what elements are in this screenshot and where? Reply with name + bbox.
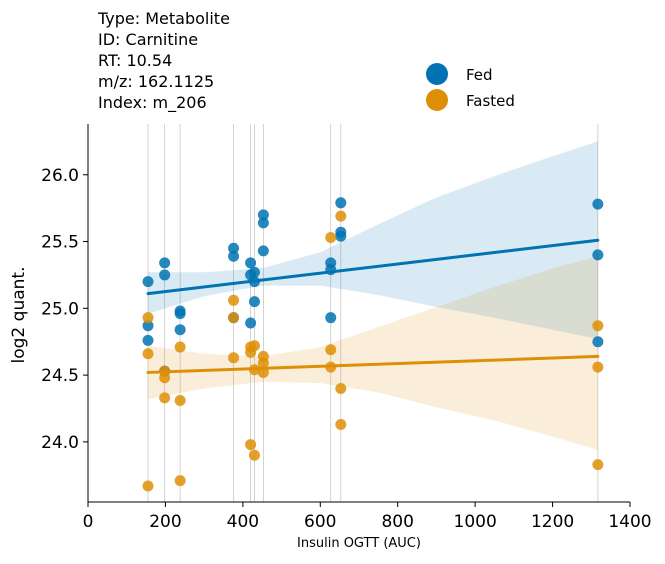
- info-type: Type: Metabolite: [97, 9, 230, 28]
- point-fasted-25: [335, 382, 347, 394]
- point-fed-9: [228, 242, 240, 254]
- info-mz: m/z: 162.1125: [98, 72, 214, 91]
- point-fasted-9: [228, 294, 240, 306]
- x-tick-label-1: 200: [149, 512, 181, 532]
- x-axis-label: Insulin OGTT (AUC): [297, 536, 421, 551]
- point-fed-20: [257, 245, 269, 257]
- x-tick-label-2: 400: [227, 512, 259, 532]
- y-tick-label-2: 25.0: [41, 299, 79, 319]
- y-tick-label-3: 25.5: [41, 233, 79, 253]
- point-fasted-19: [257, 357, 269, 369]
- metabolite-info: Type: Metabolite ID: Carnitine RT: 10.54…: [97, 9, 230, 113]
- point-fed-4: [159, 269, 171, 281]
- x-tick-label-6: 1200: [531, 512, 574, 532]
- point-fasted-6: [174, 341, 186, 353]
- y-tick-label-1: 24.5: [41, 366, 79, 386]
- x-tick-label-3: 600: [304, 512, 336, 532]
- point-fed-3: [159, 257, 171, 269]
- point-fed-24: [335, 197, 347, 209]
- info-id: ID: Carnitine: [98, 30, 198, 49]
- plot-area: 0 200 400 600 800 1000 1200 1400 24.0 24.5 25.0 25.…: [41, 124, 652, 532]
- point-fed-8: [174, 324, 186, 336]
- x-tick-label-4: 800: [381, 512, 413, 532]
- x-tick-label-0: 0: [83, 512, 94, 532]
- ci-band-fed: [148, 141, 598, 339]
- point-fed-14: [245, 317, 257, 329]
- point-fasted-17: [248, 449, 260, 461]
- point-fasted-28: [592, 361, 604, 373]
- point-fasted-27: [592, 320, 604, 332]
- point-fed-18: [257, 209, 269, 221]
- point-fasted-0: [142, 312, 154, 324]
- point-fasted-29: [592, 459, 604, 471]
- ci-band-fasted: [148, 256, 598, 450]
- point-fed-7: [174, 308, 186, 320]
- x-tick-label-7: 1400: [608, 512, 651, 532]
- y-tick-label-0: 24.0: [41, 433, 79, 453]
- point-fed-27: [592, 198, 604, 210]
- point-fasted-7: [174, 394, 186, 406]
- point-fed-1: [142, 320, 154, 332]
- info-index: Index: m_206: [98, 93, 207, 113]
- info-rt: RT: 10.54: [98, 51, 172, 70]
- fit-line-fed: [146, 238, 600, 296]
- point-fed-23: [325, 312, 337, 324]
- x-tick-label-5: 1000: [454, 512, 497, 532]
- y-axis-label: log2 quant.: [9, 267, 29, 364]
- point-fasted-10: [228, 312, 240, 324]
- point-fed-10: [228, 250, 240, 262]
- legend-fed-label: Fed: [466, 66, 493, 84]
- point-fed-17: [248, 296, 260, 308]
- point-fasted-5: [159, 392, 171, 404]
- point-fed-15: [248, 266, 260, 278]
- point-fasted-8: [174, 475, 186, 487]
- point-fasted-24: [335, 210, 347, 222]
- fit-line-fasted: [146, 354, 600, 374]
- legend-fasted-marker: [426, 89, 448, 111]
- point-fasted-14: [245, 439, 257, 451]
- point-fasted-4: [159, 372, 171, 384]
- point-fasted-11: [228, 352, 240, 364]
- point-fed-12: [245, 257, 257, 269]
- point-fed-0: [142, 276, 154, 288]
- point-fed-29: [592, 336, 604, 348]
- point-fed-28: [592, 249, 604, 261]
- legend: Fed Fasted: [426, 63, 515, 111]
- point-fasted-22: [325, 344, 337, 356]
- point-fasted-1: [142, 348, 154, 360]
- legend-fed-marker: [426, 63, 448, 85]
- point-fasted-2: [142, 480, 154, 492]
- y-tick-label-4: 26.0: [41, 166, 79, 186]
- point-fasted-26: [335, 419, 347, 431]
- point-fasted-21: [325, 232, 337, 244]
- point-fed-19: [257, 217, 269, 229]
- point-fasted-15: [248, 340, 260, 352]
- legend-fasted-label: Fasted: [466, 92, 515, 110]
- point-fed-26: [335, 230, 347, 242]
- point-fed-2: [142, 334, 154, 346]
